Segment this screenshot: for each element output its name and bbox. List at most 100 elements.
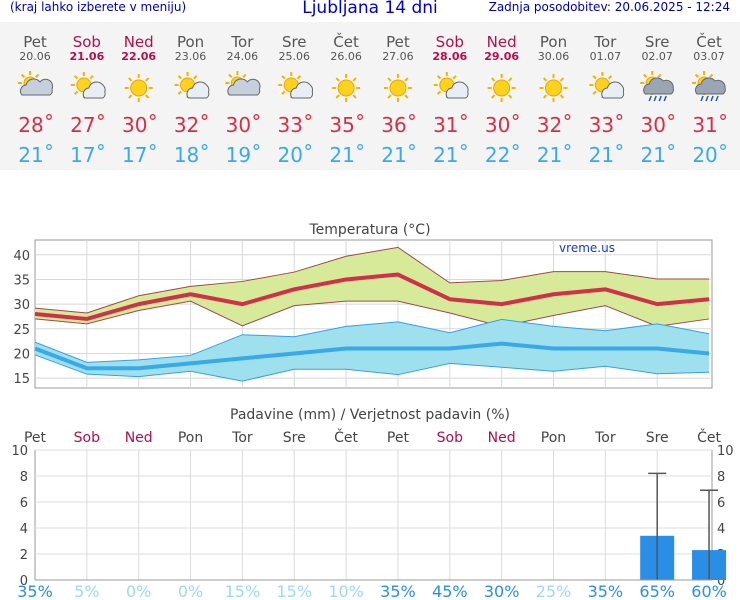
tmin-value-11: 21: [589, 143, 614, 167]
precip-probability-0: 35%: [17, 582, 53, 600]
day-date-5: 25.06: [279, 50, 311, 63]
sun-ray: [128, 77, 133, 82]
sun-icon: [332, 74, 361, 102]
day-name-1: Sob: [73, 33, 101, 51]
temperature-series-line-0: [34, 272, 710, 321]
precip-day-label-0: Pet: [24, 430, 47, 446]
sun-icon: [383, 74, 412, 102]
precip-day-label-4: Tor: [231, 430, 253, 446]
sun-icon: [487, 74, 516, 102]
precip-day-label-13: Čet: [697, 428, 721, 446]
degree-sign: [305, 114, 312, 120]
tmin-value-13: 20: [692, 143, 717, 167]
precip-probability-11: 35%: [588, 582, 624, 600]
precip-probability-9: 30%: [484, 582, 520, 600]
sun-ray: [296, 75, 302, 80]
last-updated: Zadnja posodobitev: 20.06.2025 - 12:24: [488, 0, 730, 14]
watermark: vreme.us: [559, 241, 615, 255]
precipitation-chart-title: Padavine (mm) / Verjetnost padavin (%): [230, 407, 510, 423]
tmax-value-5: 33: [278, 113, 303, 137]
precip-day-label-12: Sre: [646, 430, 669, 446]
temperature-tick-label: 30: [13, 298, 30, 313]
sun-ray: [708, 73, 714, 79]
tmin-value-0: 21: [18, 143, 43, 167]
tmin-value-10: 21: [537, 143, 562, 167]
tmin-value-4: 19: [226, 143, 251, 167]
cloud-shape: [445, 81, 469, 99]
day-date-11: 01.07: [590, 50, 622, 63]
sun-ray: [242, 73, 247, 79]
tmax-value-13: 31: [692, 113, 717, 137]
tmax-value-9: 30: [485, 113, 510, 137]
degree-sign: [409, 114, 415, 120]
sun-ray: [73, 75, 79, 80]
precip-probability-7: 35%: [380, 582, 416, 600]
sun-ray: [436, 75, 442, 80]
precip-day-label-9: Ned: [488, 430, 516, 446]
sun-ray: [89, 75, 94, 80]
day-date-4: 24.06: [227, 50, 259, 63]
degree-sign: [46, 114, 52, 120]
rain-drop: [705, 95, 709, 102]
sun-ray: [387, 94, 392, 99]
day-date-3: 23.06: [175, 50, 207, 63]
precipitation-tick-label-left: 4: [20, 522, 28, 537]
tmin-value-1: 17: [70, 143, 95, 167]
cloud-shape: [643, 77, 675, 95]
precip-probability-10: 25%: [536, 582, 572, 600]
rain-drop: [663, 95, 667, 102]
day-date-6: 26.06: [330, 50, 362, 63]
temperature-band-lower-1: [34, 354, 710, 382]
degree-sign: [305, 144, 312, 150]
sun-ray: [73, 90, 79, 95]
sun-rain-icon: [692, 71, 726, 102]
sun-ray: [643, 73, 648, 79]
day-name-3: Pon: [177, 33, 204, 51]
degree-sign: [357, 114, 364, 120]
sun-disc: [389, 79, 407, 97]
precip-probability-6: 10%: [328, 582, 364, 600]
precip-day-label-1: Sob: [74, 430, 100, 446]
precip-day-label-3: Pon: [178, 430, 203, 446]
sun-ray: [20, 73, 26, 79]
day-date-2: 22.06: [121, 50, 156, 63]
sun-cloud-icon: [589, 72, 625, 99]
partly-cloudy-icon: [225, 71, 261, 96]
sun-ray: [281, 75, 286, 80]
precipitation-tick-label-right: 4: [717, 522, 725, 537]
degree-sign: [149, 114, 156, 120]
degree-sign: [616, 144, 623, 150]
precip-day-label-7: Pet: [387, 430, 410, 446]
sun-ray: [387, 77, 392, 82]
precip-day-label-11: Tor: [594, 430, 616, 446]
cloud-shape: [601, 81, 625, 99]
rain-drop: [715, 95, 719, 102]
sun-ray: [452, 75, 457, 80]
tmin-value-9: 22: [485, 143, 510, 167]
day-name-9: Ned: [487, 33, 517, 51]
cloud-shape: [82, 81, 106, 99]
sun-disc: [493, 79, 511, 97]
degree-sign: [97, 144, 104, 150]
day-name-12: Sre: [645, 33, 670, 51]
tmax-value-0: 28: [18, 113, 43, 137]
tmin-value-5: 20: [278, 143, 303, 167]
day-date-9: 29.06: [484, 50, 519, 63]
temperature-series-line-1: [34, 341, 710, 371]
precip-day-label-6: Čet: [334, 428, 358, 446]
sun-disc: [545, 79, 562, 97]
tmax-value-7: 36: [381, 113, 406, 137]
day-date-7: 27.06: [382, 50, 414, 63]
day-name-7: Pet: [386, 33, 410, 51]
temperature-range-band-0: [35, 247, 710, 327]
degree-sign: [720, 144, 726, 150]
precip-probability-8: 45%: [432, 582, 468, 600]
cloud-shape: [695, 77, 726, 95]
degree-sign: [512, 144, 519, 150]
temperature-chart-title: Temperatura (°C): [308, 222, 430, 238]
tmin-value-8: 21: [433, 143, 458, 167]
sun-ray: [508, 94, 513, 99]
rain-drop: [648, 95, 652, 102]
temperature-tick-label: 15: [13, 372, 30, 387]
day-name-13: Čet: [696, 32, 722, 51]
